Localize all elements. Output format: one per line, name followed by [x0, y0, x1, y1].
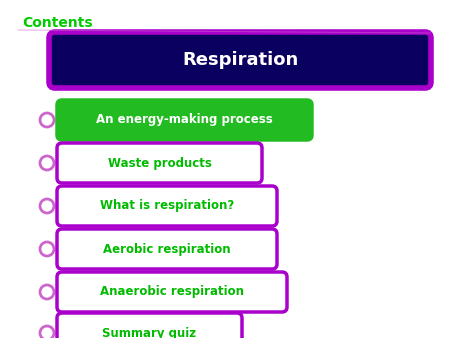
- Text: Summary quiz: Summary quiz: [103, 327, 197, 338]
- Text: Anaerobic respiration: Anaerobic respiration: [100, 286, 244, 298]
- Text: Contents: Contents: [22, 16, 93, 30]
- FancyBboxPatch shape: [49, 32, 431, 88]
- Text: Respiration: Respiration: [182, 51, 298, 69]
- FancyBboxPatch shape: [57, 143, 262, 183]
- Text: An energy-making process: An energy-making process: [96, 114, 273, 126]
- Text: Waste products: Waste products: [108, 156, 212, 169]
- FancyBboxPatch shape: [57, 100, 312, 140]
- FancyBboxPatch shape: [57, 229, 277, 269]
- FancyBboxPatch shape: [57, 313, 242, 338]
- Text: What is respiration?: What is respiration?: [100, 199, 234, 213]
- FancyBboxPatch shape: [57, 186, 277, 226]
- FancyBboxPatch shape: [57, 272, 287, 312]
- Text: Aerobic respiration: Aerobic respiration: [103, 242, 231, 256]
